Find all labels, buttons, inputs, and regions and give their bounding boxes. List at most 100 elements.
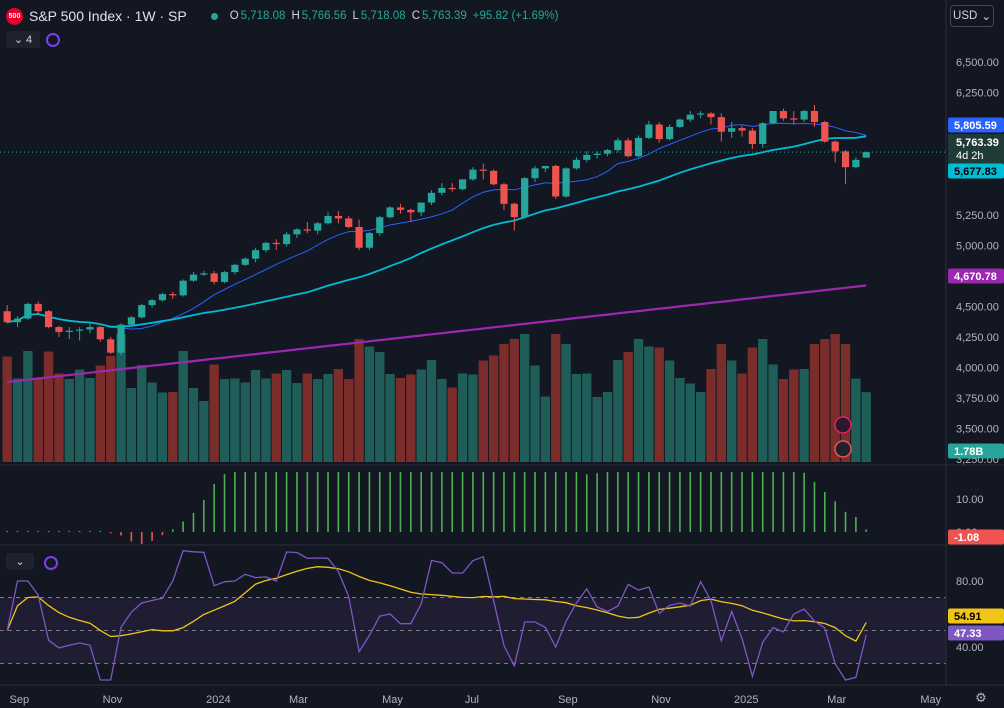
candle-body (127, 317, 135, 325)
macd-bar (337, 472, 340, 532)
macd-bar (813, 481, 816, 532)
volume-bar (789, 369, 799, 462)
candle-body (655, 124, 663, 140)
rsi-toggle-button[interactable]: ⌄ (6, 553, 34, 570)
ma-cyan-tag-bg (948, 163, 1004, 179)
ma-purple-tag-bg (948, 268, 1004, 284)
volume-bar (727, 360, 737, 462)
macd-bar (492, 472, 495, 532)
rsi-ma-line (6, 566, 867, 642)
macd-bar (89, 531, 91, 532)
candle-body (800, 111, 808, 120)
low-value: 5,718.08 (360, 10, 406, 22)
macd-bar (834, 501, 836, 532)
macd-bar (285, 472, 288, 532)
macd-bar (347, 472, 350, 532)
candle-body (769, 111, 777, 124)
change-value: +95.82 (+1.69%) (472, 10, 559, 22)
time-tick-label: 2024 (206, 694, 230, 706)
sync-icon[interactable] (46, 33, 60, 47)
volume-bar (33, 379, 43, 462)
candle-body (665, 126, 674, 140)
volume-bar (168, 392, 178, 462)
volume-bar (2, 356, 12, 462)
macd-bar (679, 472, 681, 532)
price-tick-label: 3,500.00 (956, 423, 999, 435)
macd-tag-bg (948, 529, 1004, 545)
volume-bar (851, 378, 861, 462)
candle-body (251, 250, 260, 259)
macd-bar (523, 472, 526, 532)
volume-bar (426, 360, 437, 462)
volume-bar (654, 347, 664, 462)
rsi-sync-icon[interactable] (44, 556, 58, 570)
volume-bar (840, 344, 851, 462)
time-tick-label: May (920, 694, 941, 706)
chevron-down-icon: ⌄ (15, 556, 25, 568)
candle-body (438, 187, 446, 193)
currency-selector[interactable]: USD ⌄ (950, 5, 994, 27)
rsi-tag: 47.33 (954, 628, 982, 640)
macd-tick-label: 10.00 (956, 494, 984, 506)
time-tick-label: 2025 (734, 694, 758, 706)
sp500-logo: 500 (6, 7, 23, 25)
candle-body (583, 154, 591, 160)
candle-body (55, 327, 63, 332)
indicators-toggle-button[interactable]: ⌄ 4 (6, 31, 40, 48)
candle-body (862, 152, 870, 158)
candle-body (479, 169, 487, 171)
macd-bar (109, 532, 112, 534)
volume-bar (861, 392, 871, 462)
candle-body (490, 170, 498, 185)
macd-bar (223, 473, 226, 532)
candle-body (210, 273, 218, 282)
candle-body (262, 242, 270, 251)
candle-body (158, 294, 167, 301)
candle-body (179, 280, 187, 296)
macd-bar (78, 531, 81, 532)
rsi-line (6, 549, 867, 681)
volume-bar (250, 370, 261, 462)
candle-body (831, 141, 839, 152)
rsi-ma-tag: 54.91 (954, 611, 982, 623)
rsi-ma-tag-bg (948, 608, 1004, 624)
candle-body (521, 178, 529, 218)
macd-bar (58, 531, 60, 532)
macd-tag: -1.08 (954, 532, 979, 544)
volume-bar (116, 334, 126, 462)
volume-bar (292, 383, 302, 462)
time-tick-label: Nov (103, 694, 123, 706)
volume-bars (2, 334, 871, 462)
volume-bar (302, 373, 312, 462)
candle-body (541, 165, 549, 169)
candle-body (552, 165, 560, 197)
time-tick-label: Jul (465, 694, 479, 706)
time-tick-label: Mar (289, 694, 308, 706)
gear-icon[interactable]: ⚙ (975, 690, 987, 705)
candle-body (759, 123, 767, 144)
candle-body (200, 273, 208, 275)
indicators-count: 4 (26, 33, 33, 46)
volume-tag-bg (948, 443, 1004, 459)
countdown-tag: 4d 2h (956, 150, 984, 162)
volume-bar (23, 351, 33, 462)
macd-bar (399, 472, 402, 532)
ma-cyan-tag: 5,677.83 (954, 166, 997, 178)
volume-bar (74, 369, 85, 462)
candle-body (510, 203, 518, 218)
price-tick-label: 6,250.00 (956, 88, 999, 100)
macd-bar (389, 472, 391, 532)
volume-bar (333, 369, 344, 462)
volume-bar (747, 347, 758, 462)
macd-bar (772, 472, 774, 532)
volume-bar (395, 378, 406, 462)
candle-body (272, 242, 280, 245)
candle-body (790, 118, 798, 120)
candle-body (634, 137, 643, 157)
macd-bar (451, 472, 454, 532)
symbol-title[interactable]: S&P 500 Index · 1W · SP (29, 8, 187, 24)
macd-bar (296, 472, 298, 532)
macd-bar (617, 472, 619, 532)
rsi-tag-bg (948, 625, 1004, 641)
